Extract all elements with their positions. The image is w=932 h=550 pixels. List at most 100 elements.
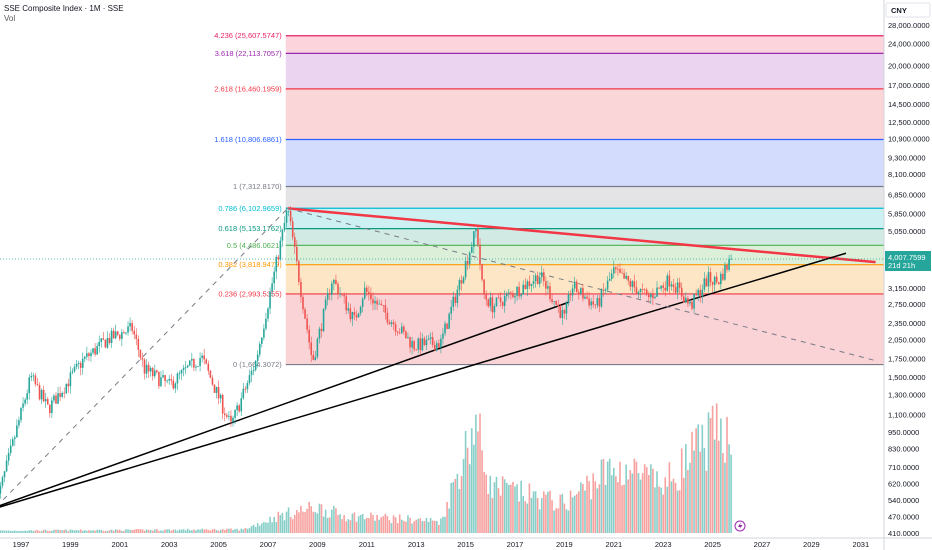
volume-bar — [213, 528, 216, 533]
candles — [0, 206, 732, 499]
volume-bar — [394, 517, 397, 533]
fib-zone — [285, 208, 884, 229]
price-tick-label: 2,750.0000 — [888, 300, 926, 309]
volume-bar — [470, 428, 473, 533]
volume-bar — [205, 529, 208, 533]
trendline-dashed-down[interactable] — [287, 207, 876, 362]
candle-body — [42, 389, 45, 402]
candle-body — [316, 338, 319, 357]
price-axis[interactable] — [884, 0, 932, 550]
volume-bar — [405, 521, 407, 533]
trendline-support-2[interactable] — [0, 252, 847, 508]
volume-bar — [283, 520, 286, 533]
volume-bar — [701, 424, 704, 533]
candle-body — [479, 244, 481, 265]
volume-bar — [73, 530, 76, 533]
time-axis-ticks[interactable]: 1997 1999 2001 2003 2005 2007 2009 2011 2013 2015… — [13, 540, 869, 549]
candle-body — [267, 308, 269, 319]
candle-body — [357, 313, 360, 318]
volume-bar — [512, 481, 514, 533]
volume-bar — [703, 447, 706, 533]
candle-body — [705, 278, 708, 287]
volume-bar — [345, 521, 348, 533]
candle-body — [14, 437, 16, 440]
candle-body — [703, 278, 706, 290]
fib-zone — [285, 228, 884, 246]
trendline-support-1[interactable] — [0, 301, 570, 507]
volume-bar — [722, 453, 724, 533]
volume-bars — [0, 403, 732, 533]
candle-body — [228, 415, 230, 417]
volume-bar — [59, 530, 61, 533]
volume-bar — [592, 473, 595, 533]
candle-body — [324, 299, 327, 309]
volume-bar — [298, 512, 300, 533]
candle-body — [0, 485, 2, 494]
candle-body — [36, 384, 39, 386]
candle-body — [77, 363, 80, 364]
candle-body — [291, 221, 294, 238]
trendlines[interactable] — [0, 207, 876, 508]
candle-body — [538, 277, 541, 284]
candle-body — [456, 289, 459, 303]
candle-body — [588, 298, 590, 306]
volume-bar — [575, 494, 578, 533]
volume-bar — [602, 458, 605, 533]
fib-level-label: 4.236 (25,607.5747) — [214, 31, 282, 40]
volume-bar — [536, 497, 539, 533]
candle-body — [361, 298, 364, 307]
candle-body — [697, 289, 699, 296]
candle-body — [594, 304, 597, 306]
candle-body — [403, 326, 405, 332]
candle-body — [61, 392, 63, 397]
candle-body — [680, 287, 683, 297]
volume-bar — [499, 495, 502, 533]
candle-body — [376, 300, 378, 305]
volume-bar — [195, 530, 197, 533]
candle-body — [310, 342, 313, 355]
price-tick-label: 17,000.0000 — [888, 81, 930, 90]
candle-body — [53, 395, 55, 401]
candle-body — [256, 354, 259, 362]
candle-body — [28, 377, 31, 394]
candle-body — [322, 308, 325, 332]
volume-bar — [53, 529, 55, 533]
candle-body — [497, 297, 500, 299]
volume-bar — [86, 530, 88, 533]
volume-bar — [9, 530, 12, 533]
candle-body — [242, 388, 245, 399]
fib-level-label: 0.5 (4,486.0621) — [227, 241, 283, 250]
trendline-dashed-up[interactable] — [0, 207, 289, 507]
trendline-red-resistance[interactable] — [287, 207, 876, 264]
volume-bar — [178, 529, 181, 533]
fib-level-label: 1.618 (10,806.6861) — [214, 135, 282, 144]
candle-body — [248, 375, 251, 384]
candle-body — [596, 298, 599, 306]
candle-body — [423, 338, 426, 346]
volume-bar — [526, 503, 529, 533]
currency-box[interactable] — [885, 2, 931, 18]
volume-bar — [464, 431, 467, 533]
volume-bar — [604, 484, 607, 533]
volume-bar — [388, 520, 391, 533]
volume-bar — [547, 491, 549, 533]
candle-body — [209, 370, 212, 378]
volume-legend[interactable]: Vol — [4, 14, 16, 23]
candle-body — [409, 337, 411, 348]
candle-body — [71, 371, 74, 373]
volume-bar — [664, 477, 667, 533]
time-tick-label: 2001 — [111, 540, 128, 549]
fibonacci-extension[interactable]: 4.236 (25,607.5747) 3.618 (22,113.7057) 2.… — [214, 31, 884, 369]
candle-body — [707, 272, 710, 287]
volume-bar — [361, 513, 364, 533]
candle-body — [483, 279, 485, 295]
volume-bar — [36, 529, 39, 533]
volume-bar — [689, 462, 691, 533]
candle-body — [446, 323, 448, 329]
chart-title[interactable]: SSE Composite Index · 1M · SSE — [4, 4, 124, 13]
candle-body — [645, 289, 648, 294]
candle-body — [170, 378, 173, 381]
volume-bar — [596, 488, 599, 533]
volume-bar — [709, 418, 712, 533]
